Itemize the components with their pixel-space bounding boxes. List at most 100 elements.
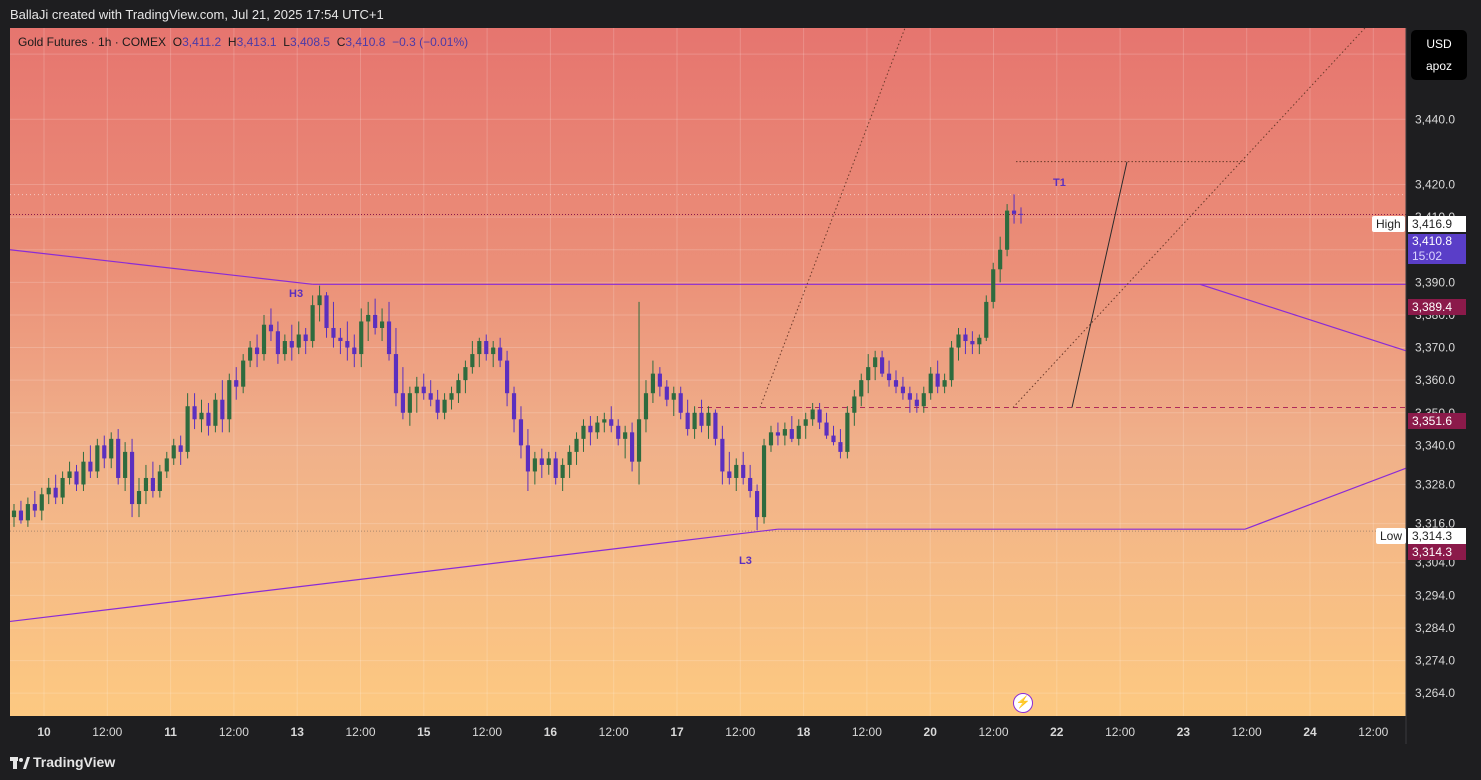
- candle: [886, 360, 892, 387]
- candle-body: [873, 357, 878, 368]
- currency-unit: apoz: [1425, 59, 1453, 73]
- candle: [171, 438, 176, 465]
- candle: [234, 367, 239, 400]
- candle-body: [11, 510, 17, 518]
- candle: [755, 484, 760, 531]
- candle-body: [998, 249, 1003, 270]
- candle: [1018, 207, 1024, 224]
- candle-body: [588, 425, 593, 433]
- candle-body: [303, 334, 308, 342]
- candle-body: [373, 314, 378, 328]
- candle-body: [664, 386, 669, 400]
- candle: [768, 425, 774, 452]
- l3-label: L3: [739, 555, 752, 567]
- x-tick-label: 23: [1177, 725, 1191, 739]
- candle-body: [206, 412, 211, 426]
- candle-body: [803, 419, 808, 426]
- candle: [581, 419, 586, 452]
- candle-body: [602, 419, 607, 423]
- candle-body: [817, 409, 822, 423]
- candle-body: [428, 393, 433, 400]
- candle-body: [39, 494, 44, 511]
- candle-body: [727, 471, 732, 478]
- candle: [435, 389, 440, 420]
- candle-body: [386, 321, 392, 355]
- candle-body: [706, 412, 711, 426]
- low-value-label: 3,314.3: [1408, 528, 1466, 544]
- candle-body: [379, 321, 385, 328]
- candle-body: [831, 435, 836, 443]
- candle-body: [296, 334, 301, 348]
- chart-background: [10, 28, 1406, 716]
- candle-body: [977, 337, 982, 345]
- candle-body: [525, 445, 531, 472]
- candle-body: [414, 386, 419, 394]
- candle: [998, 236, 1003, 283]
- candle: [782, 422, 787, 446]
- candle: [116, 429, 121, 485]
- candle-body: [18, 510, 24, 521]
- candle: [553, 451, 558, 485]
- candle-body: [213, 399, 218, 426]
- candle: [275, 321, 280, 364]
- candle: [664, 380, 669, 407]
- candle: [400, 367, 405, 420]
- candle-body: [581, 425, 586, 439]
- candle: [261, 314, 267, 361]
- candle-body: [1011, 210, 1017, 214]
- candle: [185, 393, 190, 459]
- candle-body: [775, 432, 781, 436]
- candle-body: [553, 458, 558, 478]
- candle-body: [116, 438, 121, 478]
- candle: [609, 406, 614, 433]
- x-tick-label: 12:00: [599, 725, 629, 739]
- candle-body: [748, 477, 753, 492]
- symbol-title[interactable]: Gold Futures · 1h · COMEX: [18, 35, 167, 49]
- candle: [907, 386, 912, 413]
- x-tick-label: 12:00: [219, 725, 249, 739]
- chart-area[interactable]: 3,264.0 3,274.0 3,284.0 3,294.0 3,304.0 3,316…: [10, 28, 1468, 744]
- candle: [630, 422, 635, 472]
- candle: [39, 487, 44, 521]
- candle-body: [157, 471, 162, 492]
- lightning-icon[interactable]: ⚡: [1013, 693, 1033, 713]
- candle: [164, 451, 169, 478]
- candle-body: [838, 442, 843, 452]
- candle: [942, 373, 947, 394]
- x-tick-label: 12:00: [1358, 725, 1388, 739]
- candle-body: [345, 341, 350, 348]
- candle-body: [671, 393, 676, 400]
- candle-body: [74, 471, 79, 485]
- candle-body: [400, 393, 405, 413]
- candle: [248, 341, 253, 368]
- candle: [991, 262, 996, 309]
- candle-body: [60, 477, 65, 498]
- candle-body: [504, 360, 510, 394]
- candle: [484, 334, 489, 361]
- candle: [498, 337, 503, 368]
- candle: [81, 451, 86, 492]
- candle: [102, 435, 107, 469]
- candle: [810, 402, 815, 426]
- x-tick-label: 12:00: [978, 725, 1008, 739]
- candle-body: [845, 412, 850, 452]
- candle-body: [150, 477, 155, 492]
- candle-body: [636, 419, 642, 462]
- candle-body: [859, 380, 864, 397]
- candle: [317, 285, 322, 322]
- candle: [643, 380, 649, 433]
- candle: [595, 416, 600, 439]
- candle-body: [67, 471, 72, 478]
- candle-body: [32, 504, 37, 511]
- candle: [199, 399, 204, 433]
- candle-body: [407, 393, 412, 413]
- candle: [143, 464, 149, 505]
- candle-body: [282, 341, 287, 355]
- y-tick-label: 3,360.0: [1415, 373, 1455, 387]
- candle: [657, 367, 662, 397]
- price-chart[interactable]: 3,264.03,274.03,284.03,294.03,304.03,316…: [10, 28, 1468, 744]
- currency-selector[interactable]: USD apoz: [1411, 30, 1467, 80]
- tradingview-logo-icon: [10, 757, 30, 770]
- candle: [567, 445, 572, 478]
- candle-body: [143, 477, 149, 492]
